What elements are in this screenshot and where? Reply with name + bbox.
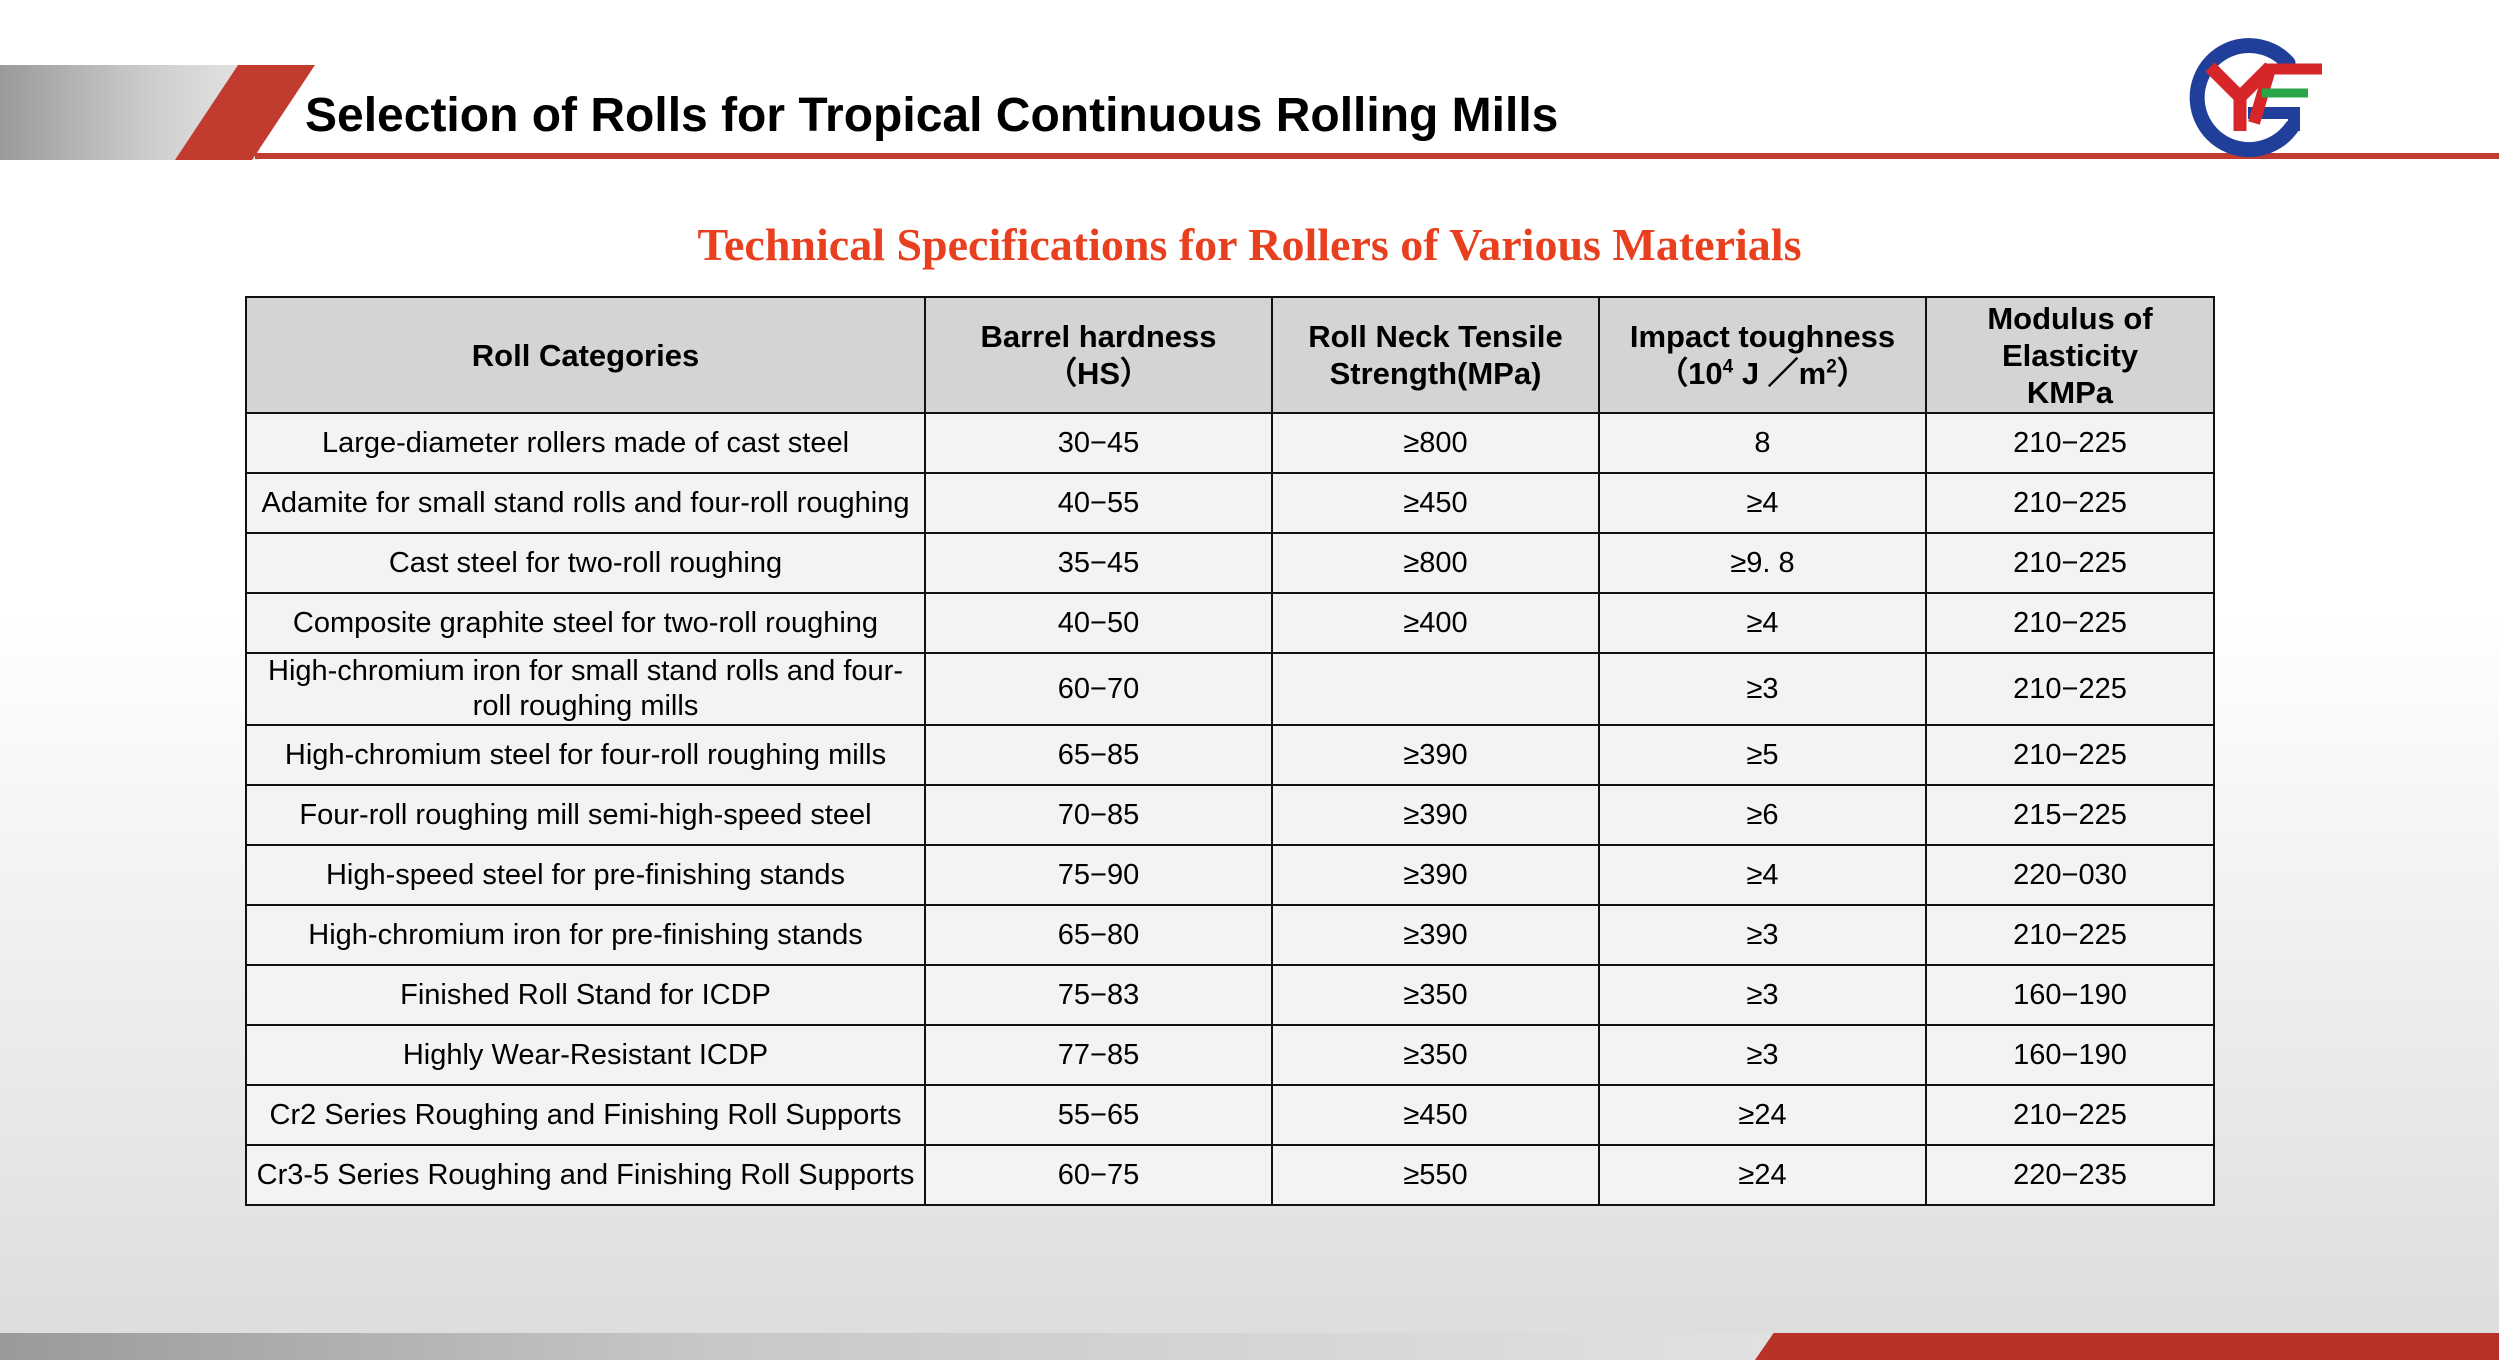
cell-modulus: 210−225 [1925,412,2215,474]
cell-hardness: 55−65 [924,1084,1273,1146]
cell-impact: ≥24 [1598,1144,1927,1206]
header-barrel-hardness: Barrel hardness （HS） [924,296,1273,414]
cell-category: High-chromium steel for four-roll roughi… [245,724,926,786]
table-row: Cr3-5 Series Roughing and Finishing Roll… [245,1144,2215,1206]
cell-tensile [1271,652,1600,726]
cell-modulus: 210−225 [1925,472,2215,534]
cell-tensile: ≥390 [1271,784,1600,846]
roll-spec-table: Roll Categories Barrel hardness （HS） Roll… [245,296,2215,1206]
cell-modulus: 210−225 [1925,592,2215,654]
table-row: Cast steel for two-roll roughing 35−45 ≥… [245,532,2215,594]
cell-impact: ≥3 [1598,904,1927,966]
cell-category: Cr2 Series Roughing and Finishing Roll S… [245,1084,926,1146]
cell-hardness: 75−83 [924,964,1273,1026]
cell-category: Adamite for small stand rolls and four-r… [245,472,926,534]
cell-hardness: 60−70 [924,652,1273,726]
cell-modulus: 210−225 [1925,1084,2215,1146]
cell-hardness: 65−85 [924,724,1273,786]
cell-modulus: 215−225 [1925,784,2215,846]
cell-hardness: 60−75 [924,1144,1273,1206]
cell-impact: ≥3 [1598,652,1927,726]
cell-category: High-chromium iron for small stand rolls… [245,652,926,726]
cell-category: Four-roll roughing mill semi-high-speed … [245,784,926,846]
cell-tensile: ≥400 [1271,592,1600,654]
cell-modulus: 220−030 [1925,844,2215,906]
cell-modulus: 220−235 [1925,1144,2215,1206]
table-row: Composite graphite steel for two-roll ro… [245,592,2215,654]
cell-category: Cr3-5 Series Roughing and Finishing Roll… [245,1144,926,1206]
cell-tensile: ≥800 [1271,412,1600,474]
cell-category: High-chromium iron for pre-finishing sta… [245,904,926,966]
table-row: High-chromium iron for pre-finishing sta… [245,904,2215,966]
table-row: Finished Roll Stand for ICDP 75−83 ≥350 … [245,964,2215,1026]
cell-impact: ≥9. 8 [1598,532,1927,594]
table-row: High-chromium steel for four-roll roughi… [245,724,2215,786]
cell-category: Highly Wear-Resistant ICDP [245,1024,926,1086]
cell-category: Cast steel for two-roll roughing [245,532,926,594]
table-title: Technical Specifications for Rollers of … [697,219,1802,270]
cell-hardness: 77−85 [924,1024,1273,1086]
cell-impact: ≥4 [1598,472,1927,534]
cell-tensile: ≥450 [1271,1084,1600,1146]
cell-tensile: ≥550 [1271,1144,1600,1206]
header-modulus-elasticity: Modulus of Elasticity KMPa [1925,296,2215,414]
cell-modulus: 210−225 [1925,724,2215,786]
cell-hardness: 35−45 [924,532,1273,594]
cell-tensile: ≥390 [1271,724,1600,786]
cell-impact: ≥24 [1598,1084,1927,1146]
cell-tensile: ≥390 [1271,844,1600,906]
cell-hardness: 40−55 [924,472,1273,534]
cell-modulus: 160−190 [1925,964,2215,1026]
header-red-line [255,153,2499,159]
table-row: High-chromium iron for small stand rolls… [245,652,2215,726]
cell-impact: ≥3 [1598,964,1927,1026]
cell-category: Finished Roll Stand for ICDP [245,964,926,1026]
company-logo [2189,38,2322,157]
header-tensile-strength: Roll Neck Tensile Strength(MPa) [1271,296,1600,414]
cell-impact: ≥3 [1598,1024,1927,1086]
table-row: Four-roll roughing mill semi-high-speed … [245,784,2215,846]
cell-category: Composite graphite steel for two-roll ro… [245,592,926,654]
cell-impact: ≥5 [1598,724,1927,786]
cell-hardness: 75−90 [924,844,1273,906]
table-row: Highly Wear-Resistant ICDP 77−85 ≥350 ≥3… [245,1024,2215,1086]
cell-hardness: 70−85 [924,784,1273,846]
footer-red-band [1755,1333,2499,1360]
cell-impact: 8 [1598,412,1927,474]
footer-gray-band [0,1333,1800,1360]
cell-hardness: 40−50 [924,592,1273,654]
table-row: Adamite for small stand rolls and four-r… [245,472,2215,534]
table-row: Cr2 Series Roughing and Finishing Roll S… [245,1084,2215,1146]
header-roll-categories: Roll Categories [245,296,926,414]
cell-impact: ≥4 [1598,592,1927,654]
cell-modulus: 160−190 [1925,1024,2215,1086]
cell-modulus: 210−225 [1925,904,2215,966]
table-row: Large-diameter rollers made of cast stee… [245,412,2215,474]
cell-tensile: ≥390 [1271,904,1600,966]
cell-tensile: ≥350 [1271,1024,1600,1086]
cell-impact: ≥6 [1598,784,1927,846]
cell-tensile: ≥450 [1271,472,1600,534]
cell-modulus: 210−225 [1925,532,2215,594]
page-title: Selection of Rolls for Tropical Continuo… [305,89,1559,142]
table-row: High-speed steel for pre-finishing stand… [245,844,2215,906]
cell-tensile: ≥350 [1271,964,1600,1026]
header-impact-toughness: Impact toughness （104 J ／m2） [1598,296,1927,414]
table-header-row: Roll Categories Barrel hardness （HS） Roll… [245,296,2215,414]
cell-impact: ≥4 [1598,844,1927,906]
cell-hardness: 65−80 [924,904,1273,966]
cell-hardness: 30−45 [924,412,1273,474]
cell-tensile: ≥800 [1271,532,1600,594]
cell-category: High-speed steel for pre-finishing stand… [245,844,926,906]
cell-category: Large-diameter rollers made of cast stee… [245,412,926,474]
cell-modulus: 210−225 [1925,652,2215,726]
